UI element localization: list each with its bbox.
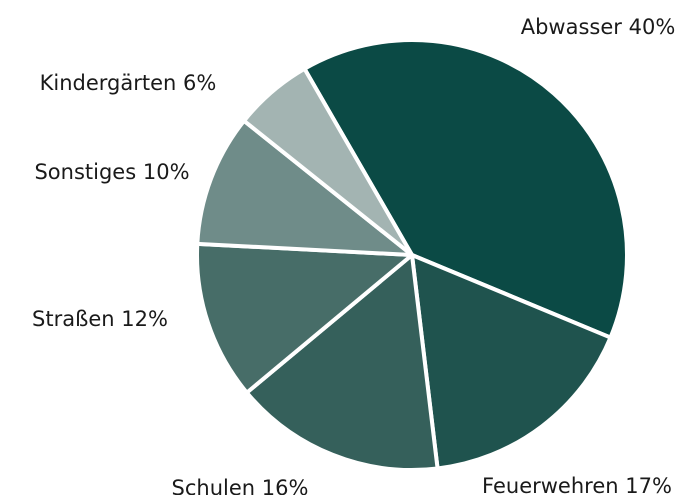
category-label: Straßen <box>32 307 115 331</box>
value-label: 16% <box>262 476 309 495</box>
category-label: Feuerwehren <box>482 474 619 495</box>
pie-slice <box>302 38 629 340</box>
category-label: Sonstiges <box>34 160 136 184</box>
slice-label: Kindergärten 6% <box>40 71 217 95</box>
pie-slice <box>410 253 613 471</box>
value-label: 40% <box>629 15 676 39</box>
slice-label: Straßen 12% <box>32 307 168 331</box>
value-label: 12% <box>121 307 168 331</box>
value-label: 10% <box>143 160 190 184</box>
category-label: Schulen <box>172 476 256 495</box>
slice-label: Sonstiges 10% <box>34 160 189 184</box>
labels: Abwasser 40% Feuerwehren 17% Schulen 16% St… <box>32 15 675 495</box>
slice-label: Abwasser 40% <box>521 15 676 39</box>
pie-slice <box>195 241 414 395</box>
pie-slice <box>195 118 414 257</box>
value-label: 6% <box>183 71 216 95</box>
category-label: Kindergärten <box>40 71 177 95</box>
category-label: Abwasser <box>521 15 623 39</box>
value-label: 17% <box>625 474 672 495</box>
pie-slice <box>244 253 440 472</box>
pie <box>195 38 629 472</box>
pie-slice <box>242 66 414 257</box>
slice-label: Schulen 16% <box>172 476 309 495</box>
slice-label: Feuerwehren 17% <box>482 474 672 495</box>
